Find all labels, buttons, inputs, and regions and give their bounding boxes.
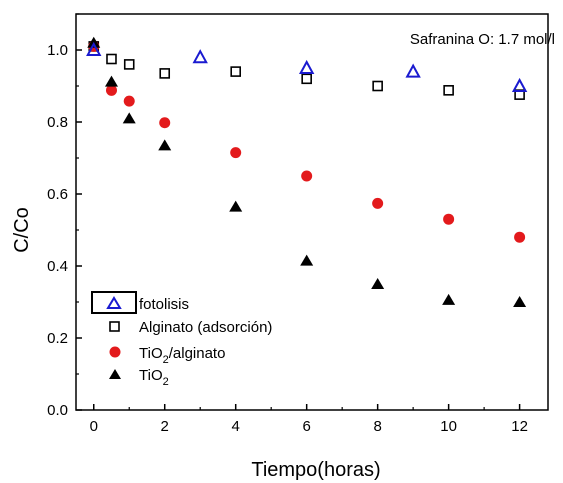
legend-label-tio2-alginato: TiO2/alginato — [139, 345, 225, 366]
x-tick-label: 12 — [511, 418, 528, 435]
legend-item-tio2: TiO2 — [109, 367, 169, 388]
legend-marker-tio2-alginato — [109, 346, 121, 358]
plot-border — [75, 13, 549, 411]
legend-marker-tio2 — [109, 369, 121, 379]
legend-label-alginato: Alginato (adsorción) — [139, 319, 272, 336]
x-tick-label: 10 — [440, 418, 457, 435]
legend-marker-alginato — [109, 321, 120, 332]
y-tick-label: 0.8 — [47, 114, 68, 131]
data-point-fotolisis — [86, 41, 102, 56]
data-point-tio2-alginato — [301, 170, 313, 182]
x-tick-label: 6 — [303, 418, 311, 435]
y-tick-label: 0.0 — [47, 402, 68, 419]
chart-annotation: Safranina O: 1.7 mol/l — [410, 31, 555, 48]
x-axis-title: Tiempo(horas) — [251, 459, 380, 481]
data-point-alginato — [301, 73, 312, 85]
data-point-tio2 — [158, 139, 172, 151]
data-point-fotolisis — [405, 63, 421, 78]
data-point-alginato — [372, 80, 383, 92]
legend-item-tio2-alginato: TiO2/alginato — [109, 345, 225, 366]
data-point-tio2 — [371, 278, 385, 289]
x-tick-label: 0 — [90, 418, 98, 435]
series-layer — [86, 36, 528, 307]
data-point-alginato — [230, 66, 241, 77]
data-point-alginato — [123, 59, 135, 70]
legend: fotolisis Alginato (adsorción) TiO2/algi… — [91, 291, 272, 388]
y-axis-title: C/Co — [11, 207, 33, 253]
data-point-tio2-alginato — [123, 95, 135, 107]
series-filled-circle — [88, 40, 526, 243]
data-point-tio2-alginato — [105, 84, 117, 96]
data-point-fotolisis — [298, 59, 315, 74]
data-point-tio2 — [229, 200, 243, 212]
y-tick-label: 0.6 — [47, 186, 68, 203]
data-point-tio2 — [442, 293, 456, 305]
x-tick-label: 8 — [373, 418, 381, 435]
data-point-tio2 — [104, 75, 118, 87]
legend-label-tio2: TiO2 — [139, 367, 169, 388]
series-open-triangle — [86, 41, 528, 92]
x-tick-label: 4 — [232, 418, 240, 435]
data-point-fotolisis — [511, 77, 528, 92]
data-point-tio2-alginato — [159, 117, 171, 129]
data-point-tio2-alginato — [443, 213, 455, 225]
data-point-tio2-alginato — [514, 231, 526, 243]
data-point-tio2 — [300, 254, 314, 266]
data-point-tio2 — [122, 112, 136, 124]
x-tick-label: 2 — [161, 418, 169, 435]
data-point-tio2 — [513, 296, 527, 307]
y-tick-label: 1.0 — [47, 42, 68, 59]
data-point-alginato — [159, 68, 171, 79]
plot-frame — [75, 13, 549, 411]
data-point-tio2-alginato — [230, 147, 242, 159]
legend-item-fotolisis: fotolisis — [106, 296, 189, 313]
legend-label-fotolisis: fotolisis — [139, 296, 189, 313]
x-axis: 0 2 4 6 8 10 12 — [90, 404, 528, 435]
data-point-tio2-alginato — [372, 197, 384, 209]
legend-item-alginato: Alginato (adsorción) — [109, 319, 272, 336]
legend-marker-fotolisis — [106, 296, 122, 309]
y-tick-label: 0.2 — [47, 330, 68, 347]
series-open-square — [88, 41, 525, 100]
legend-highlight-box — [91, 291, 137, 314]
data-point-alginato — [106, 53, 117, 65]
y-axis: 0.0 0.2 0.4 0.6 0.8 1.0 — [47, 13, 82, 419]
data-point-alginato — [443, 85, 454, 96]
data-point-fotolisis — [192, 49, 208, 64]
y-tick-label: 0.4 — [47, 258, 68, 275]
